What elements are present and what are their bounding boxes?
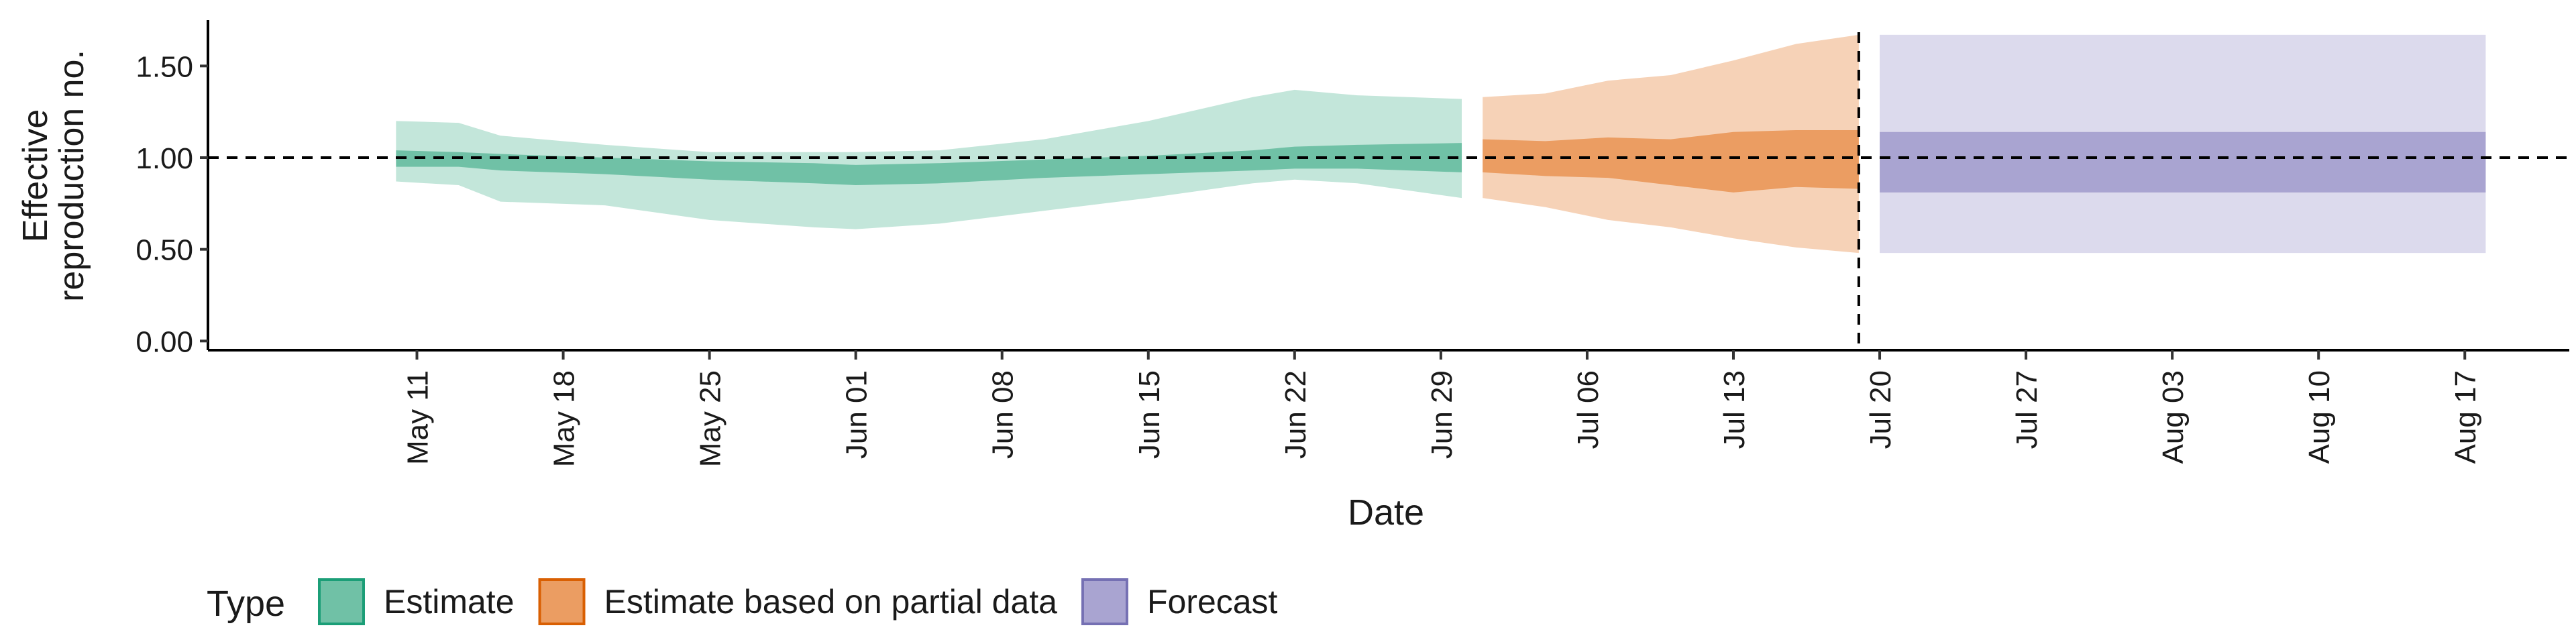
x-tick-label: May 11 [402,370,435,465]
x-tick-label: Jun 29 [1426,370,1458,459]
x-tick-label: May 18 [548,370,581,467]
legend-label: Estimate based on partial data [604,583,1058,621]
legend-swatch [1081,578,1128,625]
x-tick-label: Jul 06 [1572,370,1605,449]
x-tick-label: Aug 03 [2157,370,2190,464]
band-50-series-0 [396,143,1462,185]
reference-line-layer [208,32,2569,350]
legend-swatch [318,578,365,625]
y-tick-label: 1.00 [136,142,193,175]
band-50-series-2 [1880,131,2486,193]
legend-items: Estimate Estimate based on partial data Fo… [318,578,1278,625]
x-axis-label: Date [1348,492,1424,533]
legend-label: Estimate [384,583,515,621]
x-tick-label: Jun 22 [1279,370,1312,459]
x-tick-label: May 25 [694,370,727,467]
x-tick-label: Aug 10 [2303,370,2336,464]
x-tick-label: Aug 17 [2449,370,2482,464]
x-tick-label: Jun 01 [841,370,873,459]
band-90-series-0 [396,89,1462,229]
legend-swatch [538,578,586,625]
x-tick-label: Jun 08 [987,370,1020,459]
legend: Type Estimate Estimate based on partial d… [207,578,1278,625]
axes-layer: 0.00 0.50 1.00 1.50 May 11 May 18 May 25 Jun 01… [136,20,2569,467]
y-tick-label: 0.50 [136,234,193,267]
x-tick-label: Jul 20 [1864,370,1897,449]
legend-title: Type [207,584,285,624]
band-layer [396,34,2486,254]
y-axis-label-line-1: Effective [16,109,55,242]
x-tick-label: Jul 27 [2010,370,2043,449]
x-tick-label: Jul 13 [1718,370,1751,449]
y-tick-label: 0.00 [136,325,193,358]
y-tick-label: 1.50 [136,50,193,83]
y-axis-label-line-2: reproduction no. [52,50,91,302]
band-50-series-1 [1483,130,1859,193]
legend-label: Forecast [1147,583,1278,621]
x-tick-label: Jun 15 [1133,370,1166,459]
